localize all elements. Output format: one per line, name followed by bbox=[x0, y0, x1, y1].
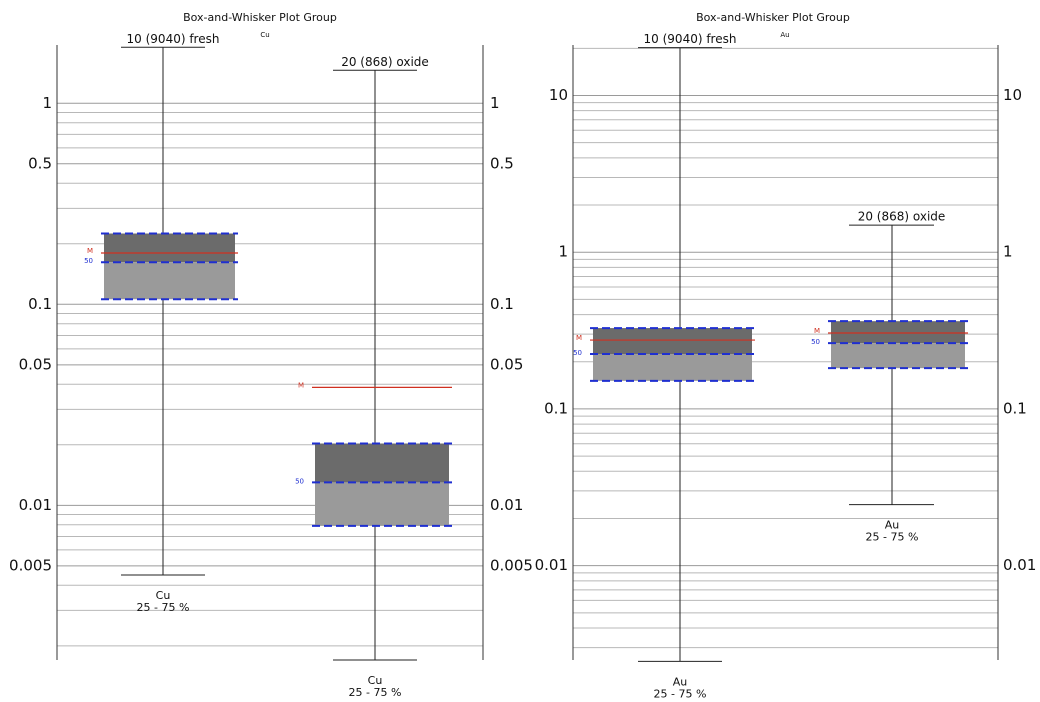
y2-tick-label: 0.005 bbox=[490, 556, 533, 574]
mean-label: M bbox=[298, 381, 304, 389]
chart-subtitle: Cu bbox=[260, 31, 269, 39]
y2-tick-label: 0.1 bbox=[490, 295, 514, 313]
y-tick-label: 0.05 bbox=[19, 355, 52, 373]
y2-tick-label: 1 bbox=[490, 94, 500, 112]
box-lower bbox=[593, 354, 752, 381]
y-tick-label: 0.01 bbox=[19, 496, 52, 514]
y2-tick-label: 0.1 bbox=[1003, 399, 1027, 417]
y2-tick-label: 0.01 bbox=[1003, 556, 1036, 574]
range-label: 25 - 75 % bbox=[654, 687, 707, 700]
y2-tick-label: 0.5 bbox=[490, 154, 514, 172]
series-name: 20 (868) oxide bbox=[858, 210, 946, 224]
median-label: 50 bbox=[84, 257, 93, 265]
y-tick-label: 0.5 bbox=[28, 154, 52, 172]
variable-label: Au bbox=[885, 519, 900, 532]
chart-title: Box-and-Whisker Plot Group bbox=[183, 11, 337, 24]
range-label: 25 - 75 % bbox=[349, 686, 402, 699]
mean-label: M bbox=[576, 334, 582, 342]
box-upper bbox=[315, 443, 449, 483]
box-lower bbox=[831, 343, 965, 369]
y-tick-label: 10 bbox=[549, 86, 568, 104]
box-upper bbox=[104, 233, 235, 263]
box-lower bbox=[315, 482, 449, 526]
variable-label: Cu bbox=[368, 674, 383, 687]
variable-label: Au bbox=[673, 675, 688, 688]
chart-subtitle: Au bbox=[780, 31, 789, 39]
mean-label: M bbox=[814, 327, 820, 335]
median-label: 50 bbox=[811, 338, 820, 346]
variable-label: Cu bbox=[156, 589, 171, 602]
range-label: 25 - 75 % bbox=[137, 601, 190, 614]
y-tick-label: 0.1 bbox=[28, 295, 52, 313]
range-label: 25 - 75 % bbox=[866, 531, 919, 544]
median-label: 50 bbox=[573, 349, 582, 357]
series-name: 20 (868) oxide bbox=[341, 55, 429, 69]
box-lower bbox=[104, 262, 235, 300]
y-tick-label: 0.01 bbox=[535, 556, 568, 574]
mean-label: M bbox=[87, 247, 93, 255]
chart-title: Box-and-Whisker Plot Group bbox=[696, 11, 850, 24]
box-upper bbox=[831, 321, 965, 344]
median-label: 50 bbox=[295, 477, 304, 485]
y2-tick-label: 0.01 bbox=[490, 496, 523, 514]
y2-tick-label: 0.05 bbox=[490, 355, 523, 373]
box-upper bbox=[593, 328, 752, 355]
y2-tick-label: 10 bbox=[1003, 86, 1022, 104]
series-name: 10 (9040) fresh bbox=[127, 32, 220, 46]
series-name: 10 (9040) fresh bbox=[644, 32, 737, 46]
y-tick-label: 1 bbox=[42, 94, 52, 112]
y-tick-label: 1 bbox=[558, 243, 568, 261]
y2-tick-label: 1 bbox=[1003, 243, 1013, 261]
y-tick-label: 0.005 bbox=[9, 556, 52, 574]
y-tick-label: 0.1 bbox=[544, 399, 568, 417]
